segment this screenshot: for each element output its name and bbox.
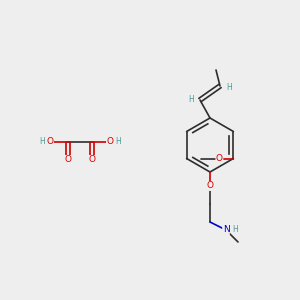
Text: H: H bbox=[39, 137, 45, 146]
Text: H: H bbox=[188, 94, 194, 103]
Text: O: O bbox=[216, 154, 223, 163]
Text: O: O bbox=[206, 182, 214, 190]
Text: N: N bbox=[223, 226, 230, 235]
Text: O: O bbox=[46, 137, 53, 146]
Text: H: H bbox=[115, 137, 121, 146]
Text: O: O bbox=[88, 155, 95, 164]
Text: H: H bbox=[226, 83, 232, 92]
Text: O: O bbox=[64, 155, 71, 164]
Text: O: O bbox=[106, 137, 113, 146]
Text: H: H bbox=[232, 224, 238, 233]
